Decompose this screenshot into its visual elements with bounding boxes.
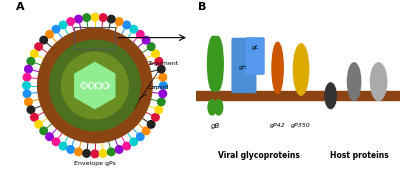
Circle shape <box>123 142 130 150</box>
Circle shape <box>40 36 48 44</box>
Circle shape <box>35 43 42 50</box>
Circle shape <box>52 25 60 33</box>
Text: Envelope gPs: Envelope gPs <box>74 161 116 166</box>
Circle shape <box>99 150 107 157</box>
Circle shape <box>155 106 162 114</box>
Circle shape <box>40 127 48 135</box>
Bar <box>74 27 115 49</box>
Text: B: B <box>198 2 206 12</box>
Text: Viral glycoproteins: Viral glycoproteins <box>218 151 300 160</box>
Circle shape <box>46 133 53 140</box>
Circle shape <box>155 57 162 65</box>
Circle shape <box>123 21 130 29</box>
Circle shape <box>152 50 159 57</box>
Circle shape <box>75 15 82 23</box>
Text: Host proteins: Host proteins <box>330 151 388 160</box>
Circle shape <box>91 150 99 158</box>
Circle shape <box>83 14 90 21</box>
Ellipse shape <box>214 100 223 115</box>
Circle shape <box>158 65 165 73</box>
Circle shape <box>148 121 155 128</box>
Ellipse shape <box>348 63 361 100</box>
Ellipse shape <box>294 44 309 95</box>
Circle shape <box>136 31 144 38</box>
Circle shape <box>62 52 128 119</box>
Circle shape <box>38 28 152 143</box>
Circle shape <box>23 82 30 89</box>
Text: gB: gB <box>211 123 220 129</box>
Circle shape <box>115 146 123 153</box>
Circle shape <box>130 138 138 146</box>
Circle shape <box>159 74 166 81</box>
Circle shape <box>148 43 155 50</box>
Circle shape <box>23 74 31 81</box>
Text: gP42: gP42 <box>270 123 286 128</box>
Ellipse shape <box>210 36 221 91</box>
Text: gH: gH <box>238 65 247 70</box>
Polygon shape <box>75 62 115 109</box>
Circle shape <box>159 90 166 97</box>
Circle shape <box>30 114 38 121</box>
Text: A: A <box>16 2 25 12</box>
Circle shape <box>23 90 31 97</box>
Circle shape <box>83 150 90 157</box>
Circle shape <box>67 18 74 25</box>
Circle shape <box>142 127 150 135</box>
Bar <box>196 91 400 101</box>
Ellipse shape <box>208 36 219 91</box>
Circle shape <box>25 65 32 73</box>
Circle shape <box>27 57 35 65</box>
Circle shape <box>59 21 67 29</box>
Circle shape <box>136 133 144 140</box>
Text: Capsid: Capsid <box>119 85 169 110</box>
Circle shape <box>99 14 107 21</box>
Circle shape <box>27 106 35 114</box>
Circle shape <box>91 13 99 21</box>
Circle shape <box>35 121 42 128</box>
Circle shape <box>30 50 38 57</box>
Circle shape <box>142 36 150 44</box>
Circle shape <box>46 31 53 38</box>
Ellipse shape <box>370 63 387 100</box>
Circle shape <box>50 40 140 131</box>
Circle shape <box>130 25 138 33</box>
Circle shape <box>25 98 32 106</box>
Circle shape <box>67 146 74 153</box>
Circle shape <box>160 82 167 89</box>
Text: gP350: gP350 <box>291 123 311 128</box>
Ellipse shape <box>325 83 336 109</box>
Circle shape <box>115 18 123 25</box>
Circle shape <box>52 138 60 146</box>
Circle shape <box>108 148 115 156</box>
Circle shape <box>75 148 82 156</box>
Ellipse shape <box>208 100 216 115</box>
Circle shape <box>59 142 67 150</box>
Ellipse shape <box>212 36 223 91</box>
Ellipse shape <box>272 42 283 94</box>
Circle shape <box>152 114 159 121</box>
Text: gL: gL <box>252 45 259 50</box>
FancyBboxPatch shape <box>232 38 256 92</box>
Text: Tegument: Tegument <box>134 61 179 108</box>
FancyBboxPatch shape <box>246 38 264 74</box>
Circle shape <box>108 15 115 23</box>
Circle shape <box>158 98 165 106</box>
